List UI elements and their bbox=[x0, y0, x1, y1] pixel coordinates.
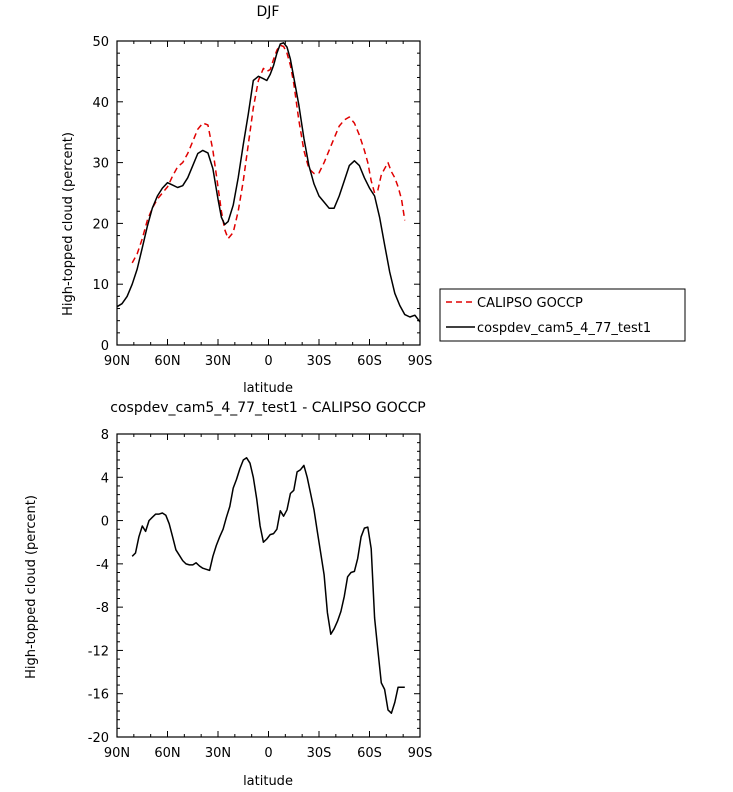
bottom-y-tick-label: -4 bbox=[96, 558, 109, 573]
top-y-tick-label: 30 bbox=[92, 157, 109, 172]
top-y-tick-label: 20 bbox=[92, 217, 109, 232]
bottom-chart-title: cospdev_cam5_4_77_test1 - CALIPSO GOCCP bbox=[110, 400, 425, 416]
top-x-axis-label: latitude bbox=[243, 381, 293, 396]
bottom-y-axis-label: High-topped cloud (percent) bbox=[24, 495, 39, 679]
top-panel: DJF latitude High-topped cloud (percent)… bbox=[61, 4, 686, 396]
top-x-tick-label: 60N bbox=[154, 354, 180, 369]
bottom-y-tick-label: 8 bbox=[101, 428, 109, 443]
bottom-y-tick-label: 0 bbox=[101, 515, 109, 530]
bottom-x-tick-label: 90N bbox=[104, 746, 130, 761]
top-series-line-0 bbox=[131, 44, 406, 264]
bottom-x-axis-label: latitude bbox=[243, 774, 293, 789]
top-x-tick-label: 30N bbox=[205, 354, 231, 369]
bottom-x-tick-label: 0 bbox=[264, 746, 272, 761]
bottom-x-tick-label: 30N bbox=[205, 746, 231, 761]
top-x-tick-label: 0 bbox=[264, 354, 272, 369]
bottom-x-tick-label: 90S bbox=[408, 746, 433, 761]
bottom-series-layer bbox=[131, 457, 405, 714]
top-plot-frame bbox=[116, 40, 421, 346]
bottom-x-tick-label: 30S bbox=[307, 746, 332, 761]
bottom-y-tick-label: -20 bbox=[88, 731, 109, 746]
bottom-y-tick-label: 4 bbox=[101, 471, 109, 486]
bottom-y-tick-label: -16 bbox=[88, 688, 109, 703]
top-x-tick-label: 60S bbox=[357, 354, 382, 369]
bottom-y-tick-label: -8 bbox=[96, 601, 109, 616]
top-x-tick-label: 30S bbox=[307, 354, 332, 369]
top-y-axis-label: High-topped cloud (percent) bbox=[61, 132, 76, 316]
top-x-tick-label: 90N bbox=[104, 354, 130, 369]
legend: CALIPSO GOCCP cospdev_cam5_4_77_test1 bbox=[439, 288, 686, 342]
top-y-tick-label: 0 bbox=[101, 339, 109, 354]
top-series-layer bbox=[116, 42, 421, 323]
top-y-tick-label: 10 bbox=[92, 278, 109, 293]
legend-label-calipso: CALIPSO GOCCP bbox=[477, 296, 583, 311]
top-x-tick-label: 90S bbox=[408, 354, 433, 369]
bottom-panel: cospdev_cam5_4_77_test1 - CALIPSO GOCCP … bbox=[24, 400, 432, 789]
top-chart-title: DJF bbox=[257, 4, 280, 20]
bottom-x-tick-label: 60S bbox=[357, 746, 382, 761]
top-series-line-1 bbox=[116, 42, 421, 323]
bottom-x-tick-label: 60N bbox=[154, 746, 180, 761]
top-y-tick-label: 50 bbox=[92, 35, 109, 50]
top-y-tick-label: 40 bbox=[92, 96, 109, 111]
bottom-y-tick-label: -12 bbox=[88, 644, 109, 659]
top-axes-layer: 90N 60N 30N 0 30S 60S 90S 0 10 20 30 40 50 bbox=[92, 35, 432, 369]
bottom-plot-frame bbox=[116, 433, 421, 738]
legend-label-model: cospdev_cam5_4_77_test1 bbox=[477, 321, 651, 336]
bottom-axes-layer: 90N 60N 30N 0 30S 60S 90S -20 -16 -12 -8 -4 0 4 8 bbox=[88, 428, 433, 761]
bottom-series-line-0 bbox=[131, 457, 405, 714]
legend-box bbox=[439, 288, 686, 342]
